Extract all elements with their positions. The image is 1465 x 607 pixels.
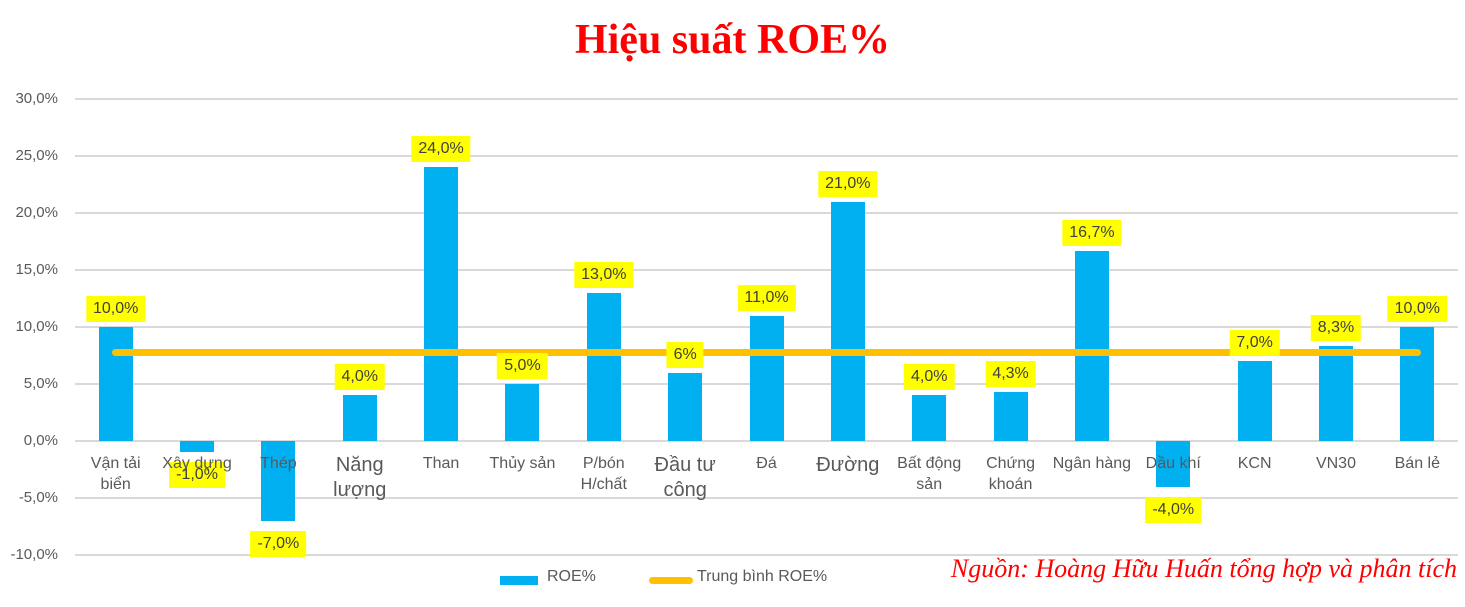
bar [1237, 361, 1272, 441]
y-axis-tick-label: -5,0% [18, 489, 58, 506]
bar [749, 315, 784, 441]
bar [1400, 327, 1435, 441]
bar-data-label: -4,0% [1145, 496, 1202, 523]
bar-data-label: 11,0% [737, 284, 796, 311]
bar [1074, 250, 1109, 441]
legend-line-swatch [649, 577, 693, 584]
category-label: Ngân hàng [1052, 455, 1132, 472]
legend-series-label: ROE% [547, 568, 596, 585]
gridline [75, 554, 1458, 556]
legend-bar-swatch [500, 576, 538, 585]
y-axis-tick-label: 15,0% [15, 261, 58, 278]
category-label: Đá [756, 455, 777, 472]
bar-data-label: 10,0% [85, 296, 146, 322]
average-line [112, 348, 1421, 356]
category-label: Xây dựng [162, 455, 232, 472]
category-label: Bán lẻ [1394, 455, 1440, 472]
bar [505, 384, 540, 441]
category-label: Thép [260, 455, 297, 472]
bar [993, 391, 1028, 441]
category-label: KCN [1237, 455, 1272, 472]
y-axis-tick-label: 10,0% [15, 318, 58, 335]
source-note: Nguồn: Hoàng Hữu Huấn tổng hợp và phân t… [950, 554, 1457, 583]
category-label: P/bón H/chất [580, 455, 627, 493]
bar [668, 372, 703, 441]
bar-data-label: 7,0% [1229, 330, 1280, 357]
bar [830, 201, 865, 441]
bar-data-label: 8,3% [1310, 315, 1362, 342]
bar-data-label: 21,0% [818, 170, 878, 197]
gridline [75, 155, 1458, 157]
bar-data-label: 4,0% [903, 364, 955, 391]
y-axis-tick-label: 0,0% [23, 432, 58, 449]
gridline [75, 269, 1458, 271]
y-axis-tick-label: 20,0% [15, 204, 58, 221]
y-axis-tick-label: -10,0% [10, 546, 58, 563]
bar [1318, 346, 1353, 441]
gridline [75, 98, 1458, 100]
category-label: VN30 [1315, 455, 1356, 472]
bar-data-label: -1,0% [169, 462, 225, 489]
bar-data-label: 6% [666, 341, 704, 368]
bar [261, 441, 296, 521]
y-axis-tick-label: 5,0% [23, 375, 58, 392]
bar-data-label: 16,7% [1062, 219, 1122, 246]
bar [912, 395, 947, 441]
chart-title: Hiệu suất ROE% [574, 17, 891, 63]
bar [342, 395, 377, 441]
bar-data-label: 4,0% [334, 364, 385, 391]
bar [180, 441, 215, 453]
bar [586, 292, 621, 441]
category-label: Dầu khí [1145, 455, 1201, 472]
category-label: Vận tải biển [90, 455, 141, 493]
gridline [75, 497, 1458, 499]
legend-average-label: Trung bình ROE% [697, 568, 828, 585]
y-axis-tick-label: 30,0% [15, 90, 58, 107]
bar-data-label: 13,0% [574, 261, 634, 288]
bar [98, 327, 133, 441]
gridline [75, 212, 1458, 214]
category-label: Than [422, 455, 460, 472]
bar [424, 167, 459, 441]
bar-data-label: 4,3% [985, 360, 1036, 387]
bar-data-label: 24,0% [411, 136, 471, 163]
category-label: Bất động sản [897, 455, 962, 493]
bar-data-label: 10,0% [1387, 296, 1447, 322]
bar-data-label: 5,0% [497, 353, 548, 379]
y-axis-tick-label: 25,0% [15, 147, 58, 164]
bar-data-label: -7,0% [250, 530, 307, 557]
category-label: Năng lượng [333, 454, 387, 501]
category-label: Thủy sản [489, 455, 556, 472]
bar [1156, 441, 1191, 487]
gridline [75, 440, 1458, 442]
category-label: Chứng khoán [986, 455, 1036, 493]
category-label: Đầu tư công [654, 454, 716, 501]
category-label: Đường [816, 454, 880, 476]
